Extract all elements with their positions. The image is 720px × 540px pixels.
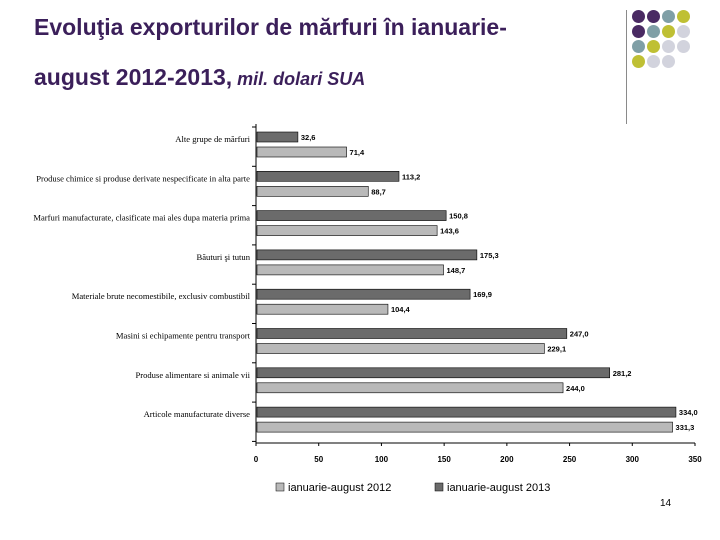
title-line-1: Evoluţia exporturilor de mărfuri în ianu… bbox=[34, 14, 507, 40]
data-label: 331,3 bbox=[676, 423, 695, 432]
bar-series-2012 bbox=[256, 225, 438, 236]
decorative-dot bbox=[647, 40, 660, 53]
x-tick-label: 200 bbox=[500, 455, 514, 464]
bar-series-2013 bbox=[256, 249, 478, 261]
category-label: Materiale brute necomestibile, exclusiv … bbox=[72, 291, 251, 301]
category-label: Produse chimice si produse derivate nesp… bbox=[36, 173, 250, 183]
data-label: 113,2 bbox=[402, 172, 420, 181]
bar-series-2013 bbox=[256, 210, 447, 221]
decorative-dot bbox=[647, 25, 660, 38]
decorative-dot bbox=[647, 55, 660, 68]
bar-series-2013 bbox=[256, 328, 568, 339]
bar-series-2012 bbox=[256, 343, 545, 354]
decorative-dot bbox=[662, 10, 675, 23]
data-label: 244,0 bbox=[566, 384, 585, 393]
decorative-dot bbox=[632, 10, 645, 23]
category-label: Produse alimentare si animale vii bbox=[135, 370, 250, 380]
title-unit: mil. dolari SUA bbox=[232, 69, 366, 89]
bar-series-2012 bbox=[256, 303, 389, 315]
category-label: Marfuri manufacturate, clasificate mai a… bbox=[33, 213, 250, 223]
x-tick-label: 150 bbox=[437, 455, 451, 464]
data-label: 175,3 bbox=[480, 251, 499, 260]
header-divider bbox=[626, 10, 627, 124]
x-tick-label: 0 bbox=[254, 455, 259, 464]
bar-series-2013 bbox=[256, 288, 471, 300]
legend-label: ianuarie-august 2012 bbox=[288, 482, 391, 494]
data-label: 148,7 bbox=[447, 266, 466, 275]
decorative-dot bbox=[677, 10, 690, 23]
data-label: 88,7 bbox=[371, 187, 386, 196]
bar-series-2012 bbox=[256, 382, 564, 394]
data-label: 143,6 bbox=[440, 227, 459, 236]
decorative-dot bbox=[677, 25, 690, 38]
data-label: 150,8 bbox=[449, 212, 468, 221]
bar-series-2012 bbox=[256, 264, 444, 276]
category-label: Articole manufacturate diverse bbox=[144, 409, 251, 419]
decorative-dot bbox=[677, 40, 690, 53]
data-label: 169,9 bbox=[473, 290, 492, 299]
decorative-dot bbox=[632, 40, 645, 53]
category-label: Alte grupe de mărfuri bbox=[175, 134, 250, 144]
decorative-dot bbox=[647, 10, 660, 23]
decorative-dot bbox=[662, 40, 675, 53]
decorative-dot bbox=[632, 25, 645, 38]
x-tick-label: 350 bbox=[688, 455, 702, 464]
bar-series-2012 bbox=[256, 421, 673, 433]
page-number: 14 bbox=[660, 498, 672, 509]
data-label: 71,4 bbox=[350, 148, 365, 157]
data-label: 247,0 bbox=[570, 330, 589, 339]
data-label: 104,4 bbox=[391, 305, 411, 314]
data-label: 334,0 bbox=[679, 408, 698, 417]
title-years: august 2012-2013, bbox=[34, 64, 233, 90]
x-tick-label: 300 bbox=[626, 455, 640, 464]
x-tick-label: 50 bbox=[314, 455, 323, 464]
x-tick-label: 100 bbox=[375, 455, 389, 464]
title-line-2: august 2012-2013, mil. dolari SUA bbox=[34, 64, 365, 91]
decorative-dot bbox=[632, 55, 645, 68]
bar-series-2013 bbox=[256, 131, 299, 143]
bar-series-2012 bbox=[256, 146, 347, 158]
legend-swatch bbox=[434, 482, 444, 492]
category-label: Băuturi şi tutun bbox=[197, 252, 251, 262]
legend-label: ianuarie-august 2013 bbox=[447, 482, 550, 494]
data-label: 32,6 bbox=[301, 133, 316, 142]
decorative-dot bbox=[677, 55, 690, 68]
decorative-dot bbox=[662, 25, 675, 38]
x-tick-label: 250 bbox=[563, 455, 577, 464]
data-label: 229,1 bbox=[547, 345, 566, 354]
bar-series-2013 bbox=[256, 171, 400, 182]
bar-series-2013 bbox=[256, 367, 611, 379]
bar-series-2012 bbox=[256, 186, 369, 197]
bar-series-2013 bbox=[256, 406, 677, 418]
legend-swatch bbox=[275, 482, 285, 492]
category-label: Masini si echipamente pentru transport bbox=[116, 331, 251, 341]
decorative-dot bbox=[662, 55, 675, 68]
data-label: 281,2 bbox=[613, 369, 632, 378]
